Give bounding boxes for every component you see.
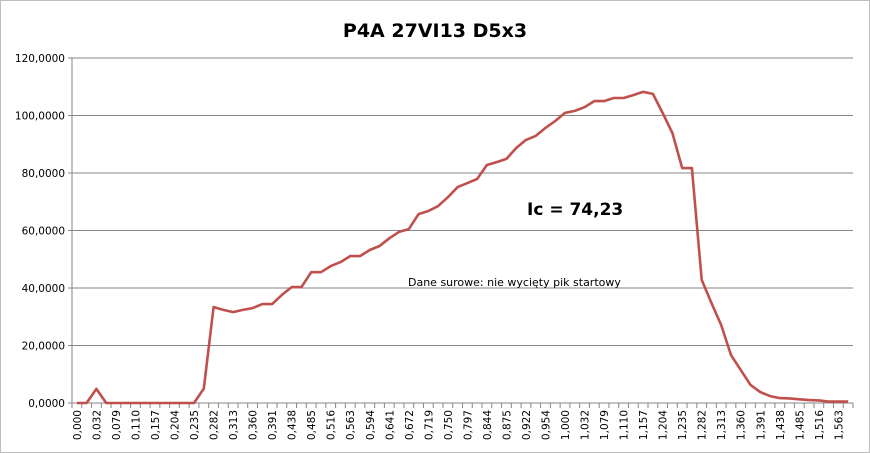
x-tick-label: 0,000 (72, 410, 84, 440)
annotation-raw-data-note: Dane surowe: nie wycięty pik startowy (408, 276, 621, 289)
x-tick-label: 1,157 (638, 410, 650, 440)
x-tick-label: 0,204 (170, 410, 182, 440)
annotation-ic: Ic = 74,23 (527, 200, 623, 220)
series-group (76, 90, 849, 405)
x-tick-label: 0,641 (384, 410, 396, 440)
series-line (76, 90, 849, 405)
x-tick-label: 0,235 (189, 410, 201, 440)
x-tick-label: 1,204 (658, 410, 670, 440)
x-tick-label: 0,360 (248, 410, 260, 440)
y-tick-label: 40,0000 (22, 283, 65, 295)
x-tick-label: 0,438 (287, 410, 299, 440)
x-tick-label: 1,282 (697, 410, 709, 440)
x-tick-label: 0,563 (345, 410, 357, 440)
y-axis-ticks: 0,0000 20,0000 40,0000 60,0000 80,0000 100,00… (15, 53, 72, 410)
x-tick-label: 0,282 (209, 410, 221, 440)
x-tick-label: 0,313 (228, 410, 240, 440)
x-tick-label: 1,360 (736, 410, 748, 440)
y-tick-label: 80,0000 (22, 168, 65, 180)
x-tick-label: 0,844 (482, 410, 494, 440)
x-tick-label: 0,719 (423, 410, 435, 440)
x-tick-label: 1,235 (677, 410, 689, 440)
x-tick-label: 1,516 (814, 410, 826, 440)
chart-title: P4A 27VI13 D5x3 (343, 20, 527, 42)
x-tick-label: 1,438 (775, 410, 787, 440)
x-tick-label: 0,875 (501, 410, 513, 440)
x-tick-label: 0,079 (111, 410, 123, 440)
x-tick-label: 0,954 (540, 410, 552, 440)
x-tick-label: 1,079 (599, 410, 611, 440)
y-tick-label: 20,0000 (22, 341, 65, 353)
x-tick-label: 0,750 (443, 410, 455, 440)
x-tick-label: 0,110 (130, 410, 142, 440)
x-tick-label: 1,313 (716, 410, 728, 440)
x-tick-label: 0,516 (326, 410, 338, 440)
x-tick-label: 0,922 (521, 410, 533, 440)
x-tick-label: 1,563 (833, 410, 845, 440)
y-tick-label: 120,0000 (15, 53, 65, 65)
y-tick-label: 100,0000 (15, 111, 65, 123)
x-tick-label: 0,391 (267, 410, 279, 440)
x-tick-label: 0,594 (365, 410, 377, 440)
x-tick-label: 1,000 (560, 410, 572, 440)
gridlines (71, 57, 853, 404)
x-tick-label: 0,032 (91, 410, 103, 440)
x-tick-label: 1,485 (794, 410, 806, 440)
x-tick-label: 1,110 (619, 410, 631, 440)
y-tick-label: 0,0000 (28, 398, 65, 410)
y-tick-label: 60,0000 (22, 226, 65, 238)
x-tick-label: 0,157 (150, 410, 162, 440)
x-tick-label: 0,672 (404, 410, 416, 440)
x-tick-label: 1,032 (580, 410, 592, 440)
x-axis-ticks: 0,000 0,032 0,079 0,110 0,157 0,204 0,235 0,282… (71, 403, 854, 440)
x-tick-label: 0,797 (462, 410, 474, 440)
x-tick-label: 0,485 (306, 410, 318, 440)
x-tick-label: 1,391 (755, 410, 767, 440)
